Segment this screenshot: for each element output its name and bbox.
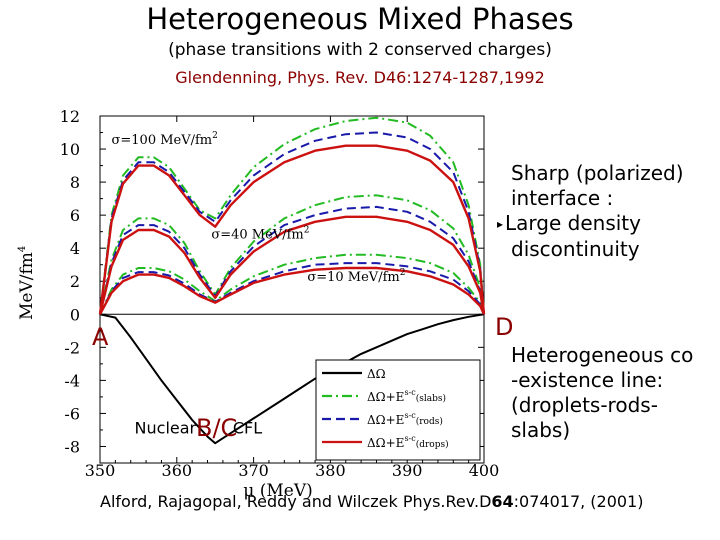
note-line: interface : xyxy=(511,186,614,210)
series-line xyxy=(98,144,486,315)
y-tick-label: -6 xyxy=(64,404,80,423)
legend-label: ΔΩ+Es-c(drops) xyxy=(367,434,449,450)
y-tick-label: -8 xyxy=(64,437,80,456)
x-tick-labels: 350 360 370 380 390 400 xyxy=(85,461,500,480)
legend-label: ΔΩ xyxy=(367,367,386,381)
series-layer xyxy=(98,116,486,445)
series-line xyxy=(99,205,485,315)
x-axis-label: μ (MeV) xyxy=(243,481,312,501)
series-line xyxy=(98,266,486,315)
chart-annotation: CFL xyxy=(233,418,262,437)
chart-annotation: σ=40 MeV/fm2 xyxy=(211,225,309,242)
y-tick-label: -2 xyxy=(64,338,80,357)
x-tick-label: 350 xyxy=(85,461,116,480)
note-line: Large density xyxy=(505,211,641,235)
citation-glendenning: Glendenning, Phys. Rev. D46:1274-1287,19… xyxy=(175,68,545,87)
y-tick-label: 10 xyxy=(60,140,80,159)
series-line xyxy=(99,253,485,315)
legend-box xyxy=(315,359,481,461)
citation-pages: :074017, (2001) xyxy=(513,492,644,511)
point-label-bc: B/C xyxy=(196,414,238,442)
x-tick-label: 380 xyxy=(315,461,346,480)
point-label-d: D xyxy=(495,313,514,341)
point-label-a: A xyxy=(92,323,109,351)
y-tick-label: 8 xyxy=(70,173,80,192)
legend-label: ΔΩ+Es-c(rods) xyxy=(367,411,443,427)
series-line xyxy=(99,116,485,315)
annotation-layer: σ=100 MeV/fm2 σ=40 MeV/fm2 σ=10 MeV/fm2 Nuc… xyxy=(112,131,406,437)
x-tick-label: 360 xyxy=(162,461,193,480)
chart-annotation: σ=10 MeV/fm2 xyxy=(307,268,405,285)
y-tick-label: 0 xyxy=(70,305,80,324)
sharp-interface-note: Sharp (polarized) interface : ▸ Large den… xyxy=(497,161,684,262)
legend-label: ΔΩ+Es-c(slabs) xyxy=(367,388,446,404)
chart-annotation: σ=100 MeV/fm2 xyxy=(112,131,218,148)
y-tick-label: -4 xyxy=(64,371,80,390)
x-tick-label: 370 xyxy=(238,461,269,480)
y-tick-label: 4 xyxy=(70,239,80,258)
y-tick-label: 12 xyxy=(60,107,80,126)
heterogeneous-note: Heterogeneous co -existence line: (dropl… xyxy=(511,343,693,443)
y-tick-label: 6 xyxy=(70,206,80,225)
note-line: Sharp (polarized) xyxy=(511,161,684,185)
legend: ΔΩ ΔΩ+Es-c(slabs) ΔΩ+Es-c(rods) ΔΩ+Es-c(dro… xyxy=(315,359,481,461)
citation-alford: Alford, Rajagopal, Reddy and Wilczek Phy… xyxy=(100,492,644,511)
note-line: slabs) xyxy=(511,418,571,442)
series-line xyxy=(98,215,486,315)
y-axis-label: MeV/fm4 xyxy=(17,246,37,320)
series-line xyxy=(99,194,485,315)
citation-volume: 64 xyxy=(491,492,514,511)
chart-annotation: Nuclear xyxy=(135,418,197,437)
series-line xyxy=(99,131,485,315)
slide-title: Heterogeneous Mixed Phases xyxy=(146,2,574,36)
note-line: -existence line: xyxy=(511,368,664,392)
note-line: Heterogeneous co xyxy=(511,343,694,367)
citation-authors: Alford, Rajagopal, Reddy and Wilczek Phy… xyxy=(100,492,492,511)
x-tick-label: 400 xyxy=(469,461,500,480)
x-tick-label: 390 xyxy=(392,461,423,480)
y-tick-labels: -8 -6 -4 -2 0 2 4 6 8 10 12 xyxy=(60,107,80,456)
series-line xyxy=(99,313,485,445)
slide-subtitle: (phase transitions with 2 conserved char… xyxy=(168,40,552,60)
note-line: (droplets-rods- xyxy=(511,393,658,417)
y-tick-label: 2 xyxy=(70,272,80,291)
triangle-bullet-icon: ▸ xyxy=(497,217,504,231)
series-line xyxy=(99,262,485,315)
note-line: discontinuity xyxy=(511,237,640,261)
